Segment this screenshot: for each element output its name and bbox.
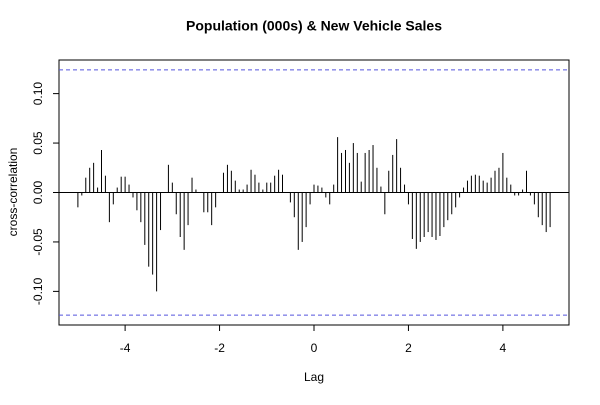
y-tick-label: 0.10 xyxy=(31,82,45,106)
x-tick-label: 4 xyxy=(500,341,507,355)
y-tick-label: 0.00 xyxy=(31,180,45,204)
y-tick-label: 0.05 xyxy=(31,131,45,155)
chart-title: Population (000s) & New Vehicle Sales xyxy=(186,18,442,34)
y-axis-label: cross-correlation xyxy=(6,148,20,237)
x-tick-label: 2 xyxy=(405,341,412,355)
x-tick-label: 0 xyxy=(311,341,318,355)
x-tick-label: -2 xyxy=(214,341,225,355)
x-tick-label: -4 xyxy=(120,341,131,355)
y-tick-label: -0.05 xyxy=(31,228,45,256)
x-axis-label: Lag xyxy=(304,370,324,384)
y-tick-label: -0.10 xyxy=(31,277,45,305)
